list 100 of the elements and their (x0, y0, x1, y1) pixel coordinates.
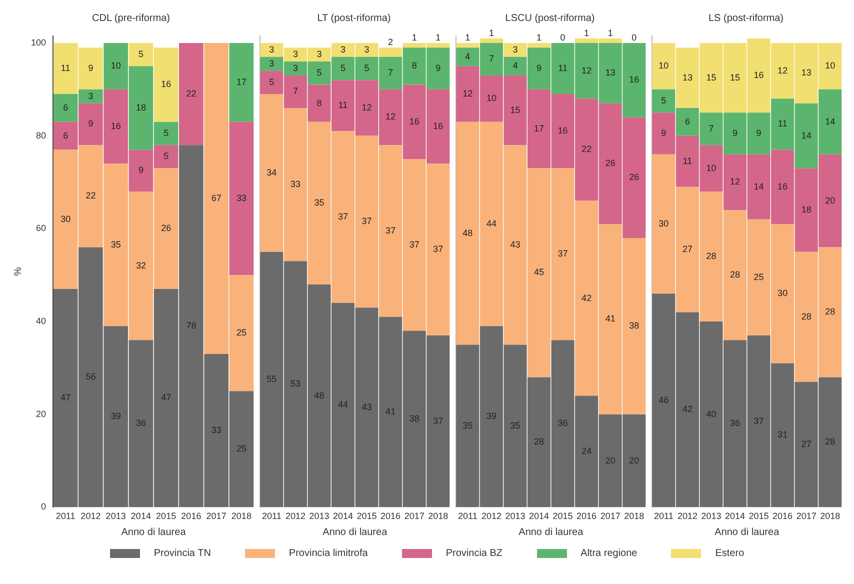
data-label: 11 (60, 62, 70, 73)
data-label: 9 (536, 62, 542, 73)
data-label: 28 (534, 436, 544, 447)
data-label: 39 (110, 411, 121, 422)
data-label: 10 (825, 60, 836, 71)
x-tick-label: 2015 (748, 511, 769, 522)
x-tick-label: 2016 (380, 511, 401, 522)
data-label: 37 (433, 244, 444, 254)
data-label: 12 (362, 102, 372, 112)
data-label: 3 (269, 58, 274, 68)
data-label: 35 (462, 420, 473, 430)
data-label: 37 (362, 216, 372, 226)
data-label: 1 (488, 28, 494, 38)
data-label: 3 (340, 44, 346, 54)
data-label: 13 (605, 68, 616, 78)
legend-label: Estero (715, 548, 744, 559)
data-label: 7 (488, 54, 494, 64)
data-label: 26 (629, 172, 640, 182)
data-label: 1 (436, 32, 441, 42)
chart-title: LSCU (post-riforma) (505, 12, 595, 24)
data-label: 11 (338, 100, 348, 110)
data-label: 5 (661, 95, 666, 106)
x-tick-label: 2012 (285, 511, 306, 522)
data-label: 33 (211, 425, 222, 436)
x-tick-label: 2017 (206, 511, 226, 522)
data-label: 42 (582, 292, 592, 303)
data-label: 16 (433, 121, 444, 132)
data-label: 40 (706, 408, 716, 419)
data-label: 45 (534, 267, 544, 278)
data-label: 5 (164, 151, 169, 162)
data-label: 10 (486, 93, 496, 104)
data-label: 18 (136, 102, 146, 112)
x-tick-label: 2018 (820, 511, 840, 522)
data-label: 3 (292, 62, 298, 73)
data-label: 0 (560, 32, 566, 42)
data-label: 8 (316, 98, 322, 108)
x-tick-label: 2015 (156, 511, 176, 522)
data-label: 35 (110, 239, 121, 250)
data-label: 28 (825, 306, 836, 317)
bar (229, 122, 254, 276)
data-label: 22 (186, 88, 196, 99)
data-label: 5 (164, 128, 169, 138)
x-tick-label: 2017 (796, 511, 816, 522)
data-label: 3 (512, 44, 518, 54)
x-tick-label: 2018 (624, 511, 644, 522)
data-label: 37 (338, 212, 348, 222)
data-label: 13 (682, 72, 692, 82)
data-label: 38 (409, 413, 420, 424)
data-label: 1 (584, 28, 590, 38)
data-label: 12 (582, 65, 592, 76)
bar (229, 42, 254, 122)
data-label: 26 (605, 158, 616, 168)
x-tick-label: 2018 (428, 511, 448, 522)
data-label: 16 (754, 70, 764, 80)
data-label: 9 (138, 165, 144, 176)
data-label: 5 (340, 62, 346, 73)
data-label: 16 (161, 79, 172, 90)
data-label: 28 (730, 270, 740, 280)
data-label: 46 (658, 394, 669, 405)
data-label: 14 (754, 181, 764, 192)
data-label: 32 (136, 260, 146, 270)
data-label: 43 (362, 402, 372, 412)
x-tick-label: 2013 (505, 511, 526, 522)
data-label: 27 (682, 244, 692, 254)
data-label: 3 (364, 44, 370, 54)
data-label: 28 (801, 311, 812, 322)
data-label: 20 (605, 455, 616, 466)
data-label: 30 (778, 288, 788, 298)
data-label: 1 (536, 32, 542, 42)
data-label: 15 (510, 104, 520, 115)
legend-label: Altra regione (580, 548, 638, 559)
data-label: 33 (290, 179, 300, 190)
data-label: 20 (629, 455, 640, 466)
data-label: 24 (582, 446, 592, 456)
data-label: 11 (558, 62, 568, 73)
data-label: 55 (266, 374, 277, 384)
x-tick-label: 2014 (528, 511, 550, 522)
data-label: 33 (236, 192, 246, 203)
data-label: 11 (778, 118, 788, 129)
data-label: 36 (558, 418, 568, 428)
x-tick-label: 2013 (701, 511, 722, 522)
x-tick-label: 2016 (576, 511, 597, 522)
data-label: 9 (436, 62, 441, 73)
x-tick-label: 2015 (552, 511, 573, 522)
x-tick-label: 2014 (332, 511, 354, 522)
data-label: 20 (825, 195, 836, 206)
data-label: 37 (386, 225, 396, 236)
data-label: 7 (292, 86, 298, 96)
data-label: 37 (754, 416, 764, 426)
data-label: 56 (86, 372, 96, 382)
data-label: 11 (682, 156, 692, 166)
data-label: 17 (534, 123, 544, 134)
data-label: 1 (608, 28, 613, 38)
data-label: 28 (706, 250, 716, 261)
data-label: 4 (465, 51, 470, 62)
data-label: 41 (605, 314, 616, 324)
data-label: 16 (110, 121, 121, 132)
x-axis-title: Anno di laurea (121, 526, 186, 538)
data-label: 48 (462, 228, 473, 238)
data-label: 13 (801, 68, 812, 78)
